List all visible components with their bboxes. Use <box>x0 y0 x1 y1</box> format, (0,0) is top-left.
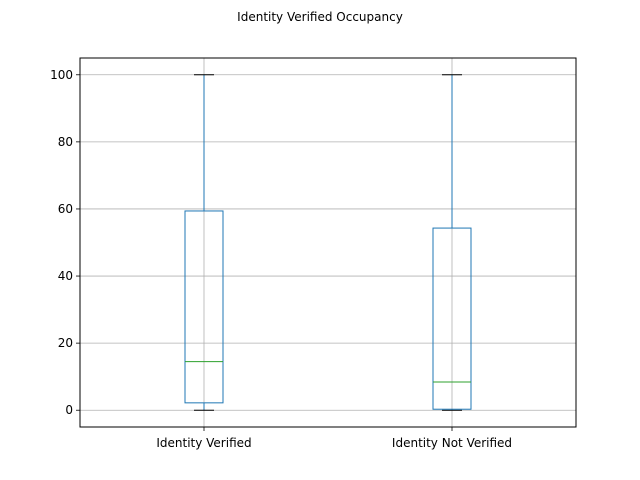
iqr-box <box>184 210 224 404</box>
boxes <box>184 74 472 411</box>
x-tick-label: Identity Verified <box>156 436 251 450</box>
plot-area-frame <box>79 57 577 428</box>
axes: 0 20 40 60 80 100 Identity Verified Identity No… <box>50 68 512 450</box>
iqr-box <box>432 227 472 410</box>
box-1 <box>432 74 472 411</box>
chart-title: Identity Verified Occupancy <box>237 10 403 24</box>
y-tick-label: 80 <box>58 135 73 149</box>
x-tick-label: Identity Not Verified <box>392 436 512 450</box>
y-tick-label: 100 <box>50 68 73 82</box>
y-tick-label: 40 <box>58 269 73 283</box>
y-tick-label: 0 <box>65 403 73 417</box>
y-tick-label: 60 <box>58 202 73 216</box>
y-tick-label: 20 <box>58 336 73 350</box>
grid-lines <box>80 58 576 427</box>
box-0 <box>184 74 224 411</box>
